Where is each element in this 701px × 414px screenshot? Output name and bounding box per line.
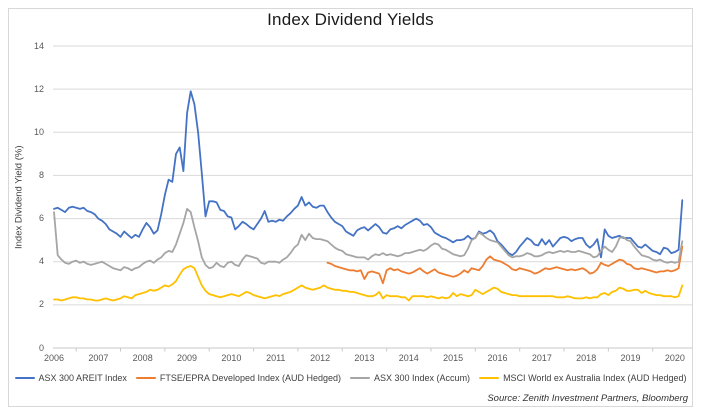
legend-item: FTSE/EPRA Developed Index (AUD Hedged): [135, 373, 342, 383]
x-year-label: 2013: [354, 353, 375, 363]
x-year-label: 2019: [620, 353, 641, 363]
legend-item: MSCI World ex Australia Index (AUD Hedge…: [479, 373, 686, 383]
chart-title: Index Dividend Yields: [267, 10, 434, 29]
legend-line-swatch: [479, 376, 500, 380]
x-year-label: 2020: [664, 353, 685, 363]
x-year-label: 2015: [443, 353, 464, 363]
y-tick-label: 8: [38, 169, 44, 180]
legend-label: FTSE/EPRA Developed Index (AUD Hedged): [159, 373, 342, 383]
y-tick-label: 2: [38, 299, 44, 310]
legend-label: MSCI World ex Australia Index (AUD Hedge…: [503, 373, 687, 383]
y-tick-label: 4: [38, 256, 44, 267]
y-tick-label: 0: [38, 342, 44, 353]
x-year-label: 2016: [487, 353, 508, 363]
legend-line-swatch: [350, 376, 371, 380]
series-line-ftse-epra-developed-index-aud-hedged-: [326, 245, 684, 285]
x-year-label: 2012: [310, 353, 331, 363]
chart-card-border: [8, 8, 693, 407]
legend: ASX 300 AREIT Index FTSE/EPRA Developed I…: [0, 373, 701, 383]
y-tick-label: 14: [33, 40, 44, 51]
series-line-asx-300-areit-index: [53, 90, 684, 259]
series-line-asx-300-index-accum-: [53, 208, 684, 272]
y-tick-label: 10: [33, 126, 44, 137]
series-line-msci-world-ex-australia-index-aud-hedged-: [53, 265, 684, 302]
x-year-label: 2014: [398, 353, 419, 363]
x-year-label: 2011: [266, 353, 286, 363]
x-year-label: 2006: [43, 353, 65, 363]
x-year-label: 2008: [132, 353, 153, 363]
y-tick-label: 12: [33, 83, 44, 94]
x-year-label: 2009: [177, 353, 198, 363]
legend-line-swatch: [14, 376, 35, 380]
legend-label: ASX 300 Index (Accum): [374, 373, 471, 383]
legend-item: ASX 300 Index (Accum): [350, 373, 470, 383]
y-tick-label: 6: [38, 213, 44, 224]
legend-label: ASX 300 AREIT Index: [38, 373, 127, 383]
legend-line-swatch: [135, 376, 156, 380]
x-year-label: 2018: [576, 353, 597, 363]
x-year-label: 2010: [221, 353, 242, 363]
legend-item: ASX 300 AREIT Index: [14, 373, 127, 383]
x-year-label: 2017: [531, 353, 552, 363]
source-note: Source: Zenith Investment Partners, Bloo…: [487, 393, 688, 404]
x-year-label: 2007: [88, 353, 109, 363]
